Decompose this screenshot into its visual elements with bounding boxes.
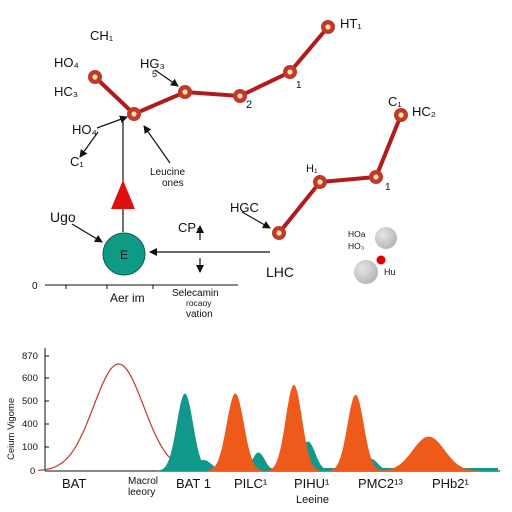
label-axis-zero: 0 — [32, 281, 38, 292]
y-tick-label: 600 — [22, 373, 38, 384]
ball-cluster — [354, 227, 397, 284]
enzyme-ellipse — [102, 232, 146, 276]
label-selec-1: Selecamin — [172, 288, 219, 299]
label-hu: Hu — [384, 267, 396, 277]
annotation-arrows — [71, 69, 271, 273]
x-label-macrol: Macrol — [128, 476, 158, 487]
label-hg3: HG₃ — [140, 56, 165, 71]
atom-node — [233, 89, 247, 103]
label-ones: ones — [162, 178, 184, 189]
label-lhc: LHC — [266, 264, 294, 280]
label-h1: H₁ — [306, 163, 318, 175]
right-chain-nodes — [272, 108, 408, 240]
x-label-bat1: BAT 1 — [176, 476, 211, 491]
label-c1-right: C₁ — [388, 94, 402, 109]
right-chain-backbone — [277, 113, 403, 235]
atom-node — [272, 226, 286, 240]
y-ticks — [45, 355, 49, 472]
label-ugo: Ugo — [50, 209, 76, 225]
label-ho4: HO₄ — [72, 122, 97, 137]
chart-y-label: Ceium Vigome — [6, 398, 17, 460]
label-hg3-sub: 5 — [152, 69, 157, 79]
atom-node — [369, 170, 383, 184]
y-tick-label: 400 — [22, 419, 38, 430]
y-tick-label: 0 — [30, 466, 35, 477]
orange-peak — [329, 394, 382, 471]
baseline-ticks — [65, 285, 154, 289]
atom-node — [88, 70, 102, 84]
y-tick-label: 100 — [22, 442, 38, 453]
atom-node — [283, 65, 297, 79]
left-chain-bonds — [93, 25, 330, 117]
left-chain-nodes — [88, 20, 335, 121]
atom-node — [178, 85, 192, 99]
gray-ball — [354, 260, 378, 284]
arrow — [96, 115, 128, 129]
label-ho3-small: HO₃ — [348, 241, 364, 251]
gray-ball — [375, 227, 397, 249]
orange-peak — [207, 393, 263, 471]
x-label-bat: BAT — [62, 476, 86, 491]
atom-node — [394, 108, 408, 122]
label-ht1: HT₁ — [340, 16, 362, 31]
label-num1-right: 1 — [385, 182, 391, 193]
arrow — [79, 131, 99, 158]
label-num2: 2 — [246, 99, 252, 111]
x-label-pihu: PIHU¹ — [294, 476, 330, 491]
atom-node — [321, 20, 335, 34]
label-cp1: CP₁ — [178, 220, 201, 235]
enzyme-ellipse-label: E — [120, 248, 128, 262]
atom-node — [313, 175, 327, 189]
arrow — [154, 69, 179, 87]
teal-peak — [158, 393, 212, 471]
chromatogram-chart: 870 600 500 400 100 0 Ceium Vigome BAT M… — [6, 348, 500, 506]
x-label-pilc: PILC¹ — [234, 476, 268, 491]
orange-peak — [267, 384, 320, 471]
x-label-phb2: PHb2¹ — [432, 476, 470, 491]
label-hc2: HC₂ — [412, 104, 436, 119]
label-selec-2: rocaoy — [186, 298, 212, 308]
label-hgc: HGC — [230, 200, 259, 215]
y-tick-label: 870 — [22, 351, 38, 362]
x-label-pmc2: PMC2¹³ — [358, 476, 403, 491]
label-aer-im: Aer im — [110, 291, 145, 305]
right-chain-bonds — [277, 113, 403, 235]
chart-x-label: Leeine — [296, 494, 329, 506]
molecule-diagram: E CH₁ HO₄ HC₃ HG₃ 5 2 1 HT₁ HO₄ C₁ Leuci… — [32, 16, 436, 320]
label-selec-3: vation — [186, 309, 213, 320]
label-num1-top: 1 — [296, 80, 302, 91]
atom-node — [127, 107, 141, 121]
arrow — [241, 211, 271, 229]
label-ch1: CH₁ — [90, 28, 114, 43]
x-label-leeory: leeory — [128, 487, 155, 498]
label-hc3: HC₃ — [54, 84, 78, 99]
label-leucine: Leucine — [150, 167, 185, 178]
orange-peak — [377, 436, 480, 471]
label-hoa: HO₄ — [54, 55, 79, 70]
y-tick-label: 500 — [22, 396, 38, 407]
red-arrow-head — [111, 180, 135, 209]
label-hoa-small: HOa — [348, 229, 366, 239]
red-ball — [376, 255, 386, 265]
arrow — [143, 125, 171, 164]
label-c1-left: C₁ — [70, 154, 84, 169]
arrow — [71, 223, 103, 243]
chart-peaks — [38, 363, 498, 471]
left-chain-backbone — [93, 25, 330, 117]
